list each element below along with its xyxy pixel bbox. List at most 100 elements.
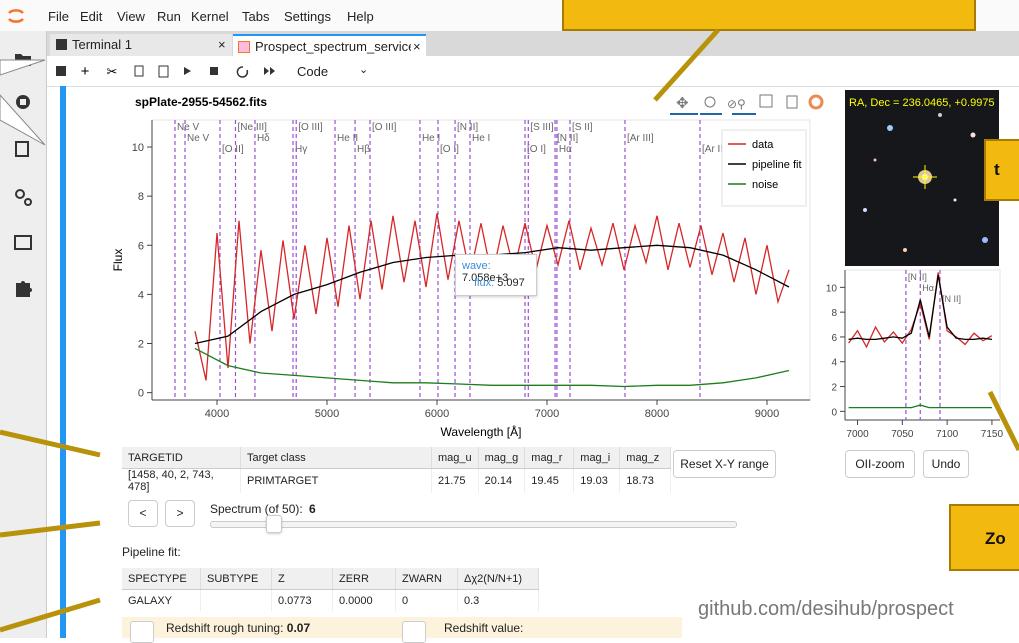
emission-line-label: [O I] [440, 144, 459, 155]
y-tick-label: 10 [132, 142, 144, 154]
emission-line-label: [Ar III] [627, 133, 654, 144]
toolbar-icons: + ✂ [56, 63, 275, 80]
input-box[interactable] [402, 621, 426, 643]
emission-line-label: [S II] [572, 122, 593, 133]
bokeh-logo[interactable] [808, 94, 824, 110]
menu-item[interactable]: Kernel [191, 9, 229, 24]
decoration [56, 39, 67, 50]
y-tick-label: 6 [831, 333, 837, 344]
tooltip-value: 5.097 [497, 277, 525, 289]
cell-type-select[interactable]: Code [297, 64, 329, 79]
y-tick-label: 2 [831, 383, 837, 394]
plot-title: spPlate-2955-54562.fits [135, 95, 267, 109]
menu-item[interactable]: Edit [80, 9, 103, 24]
decoration [863, 208, 867, 212]
spectrum-selector-label: Spectrum (of 50): 6 [210, 502, 316, 516]
tab[interactable]: Terminal 1 × [50, 34, 232, 56]
paste-icon[interactable] [158, 65, 169, 78]
header-row: TARGETID Target class mag_u mag_g mag_r … [122, 447, 672, 469]
add-icon[interactable]: + [81, 63, 90, 80]
column-header: SUBTYPE [200, 568, 272, 590]
emission-line-label: [O II] [222, 144, 244, 155]
menu-item[interactable]: Run [157, 9, 181, 24]
spectrum-slider[interactable] [210, 521, 737, 528]
y-axis-label: Flux [111, 249, 125, 272]
emission-line-label: [O I] [527, 144, 546, 155]
tab-label[interactable]: Terminal 1 [72, 37, 132, 52]
close-icon[interactable]: × [411, 36, 421, 56]
decoration [8, 18, 24, 23]
spectrum-index: 6 [309, 502, 316, 516]
column-header: Target class [240, 447, 432, 469]
y-tick-label: 8 [831, 308, 837, 319]
decoration [949, 504, 1019, 571]
column-header: mag_r [524, 447, 575, 469]
label: Redshift value: [444, 621, 524, 635]
emission-line-label: Hγ [295, 144, 307, 155]
menu-item[interactable]: Tabs [242, 9, 270, 24]
emission-line-label: [N II] [942, 294, 961, 304]
save-icon[interactable] [56, 66, 66, 76]
reset-button[interactable]: Reset X-Y range [673, 450, 776, 478]
legend-label: data [752, 139, 774, 151]
restart-icon[interactable] [236, 66, 249, 78]
tooltip-value: 7.058e+3 [462, 272, 509, 284]
series-line [848, 272, 993, 349]
emission-line-label: [O III] [298, 122, 323, 133]
decoration [970, 132, 976, 138]
fast-forward-icon[interactable] [264, 67, 275, 75]
y-tick-label: 6 [138, 240, 144, 252]
prev-button[interactable]: < [128, 500, 158, 527]
tab[interactable]: Prospect_spectrum_service × [233, 34, 426, 56]
stop-icon[interactable] [210, 67, 218, 75]
copy-icon[interactable] [134, 65, 144, 77]
y-tick-label: 4 [831, 358, 837, 369]
tab-label[interactable]: Prospect_spectrum_service [255, 39, 416, 54]
menu-item[interactable]: File [48, 9, 69, 24]
plot-content: [N II]Hα[N II] [848, 270, 993, 420]
dropdown-arrow[interactable]: ⌄ [359, 64, 369, 76]
column-header: ZERR [332, 568, 396, 590]
save-tool[interactable] [759, 94, 773, 108]
column-header: ZWARN [395, 568, 458, 590]
header-row: SPECTYPE SUBTYPE Z ZERR ZWARN Δχ2(N/N+1) [122, 568, 539, 590]
plot-area [844, 269, 1001, 421]
folder-icon[interactable] [15, 54, 31, 66]
emission-line-label: Hα [922, 283, 934, 293]
hover-tool[interactable] [786, 95, 798, 109]
menu-item[interactable]: Help [347, 9, 374, 24]
close-icon[interactable]: × [218, 37, 226, 52]
tabs-icon[interactable] [14, 235, 32, 250]
target-table: TARGETID Target class mag_u mag_g mag_r … [122, 447, 672, 493]
slider-handle[interactable] [266, 515, 282, 533]
next-button[interactable]: > [165, 500, 195, 527]
emission-line-label: [Ar III] [702, 144, 729, 155]
decoration: flux: 5.097 [474, 277, 525, 289]
decoration: SPECTYPE SUBTYPE Z ZERR ZWARN Δχ2(N/N+1)… [122, 568, 539, 611]
menu-item[interactable]: Settings [284, 9, 331, 24]
oii-zoom-button[interactable]: OII-zoom [845, 450, 915, 478]
image-caption: RA, Dec = 236.0465, +0.9975 [849, 97, 995, 109]
x-tick-label: 7050 [891, 429, 914, 438]
extension-icon[interactable] [16, 281, 32, 297]
run-icon[interactable] [184, 67, 191, 75]
commands-icon[interactable] [15, 141, 29, 157]
select-tool[interactable]: ⊘⚲ [727, 97, 746, 111]
input-box[interactable] [130, 621, 154, 643]
x-tick-label: 9000 [755, 408, 779, 420]
cell: 0.0000 [332, 589, 396, 611]
emission-line-label: Ne V [187, 133, 210, 144]
settings-icon[interactable] [15, 189, 25, 199]
column-header: mag_z [619, 447, 672, 469]
emission-line-label: [Ne III] [237, 122, 267, 133]
annotation-text: Zo [985, 529, 1006, 548]
series-line [848, 404, 992, 409]
cell: [1458, 40, 2, 743, 478] [122, 468, 241, 493]
decoration [953, 198, 957, 202]
menu-item[interactable]: View [117, 9, 145, 24]
undo-button[interactable]: Undo [923, 450, 969, 478]
x-tick-label: 7000 [846, 429, 869, 438]
label: Redshift rough tuning: [166, 621, 284, 635]
cut-icon[interactable]: ✂ [107, 64, 118, 79]
